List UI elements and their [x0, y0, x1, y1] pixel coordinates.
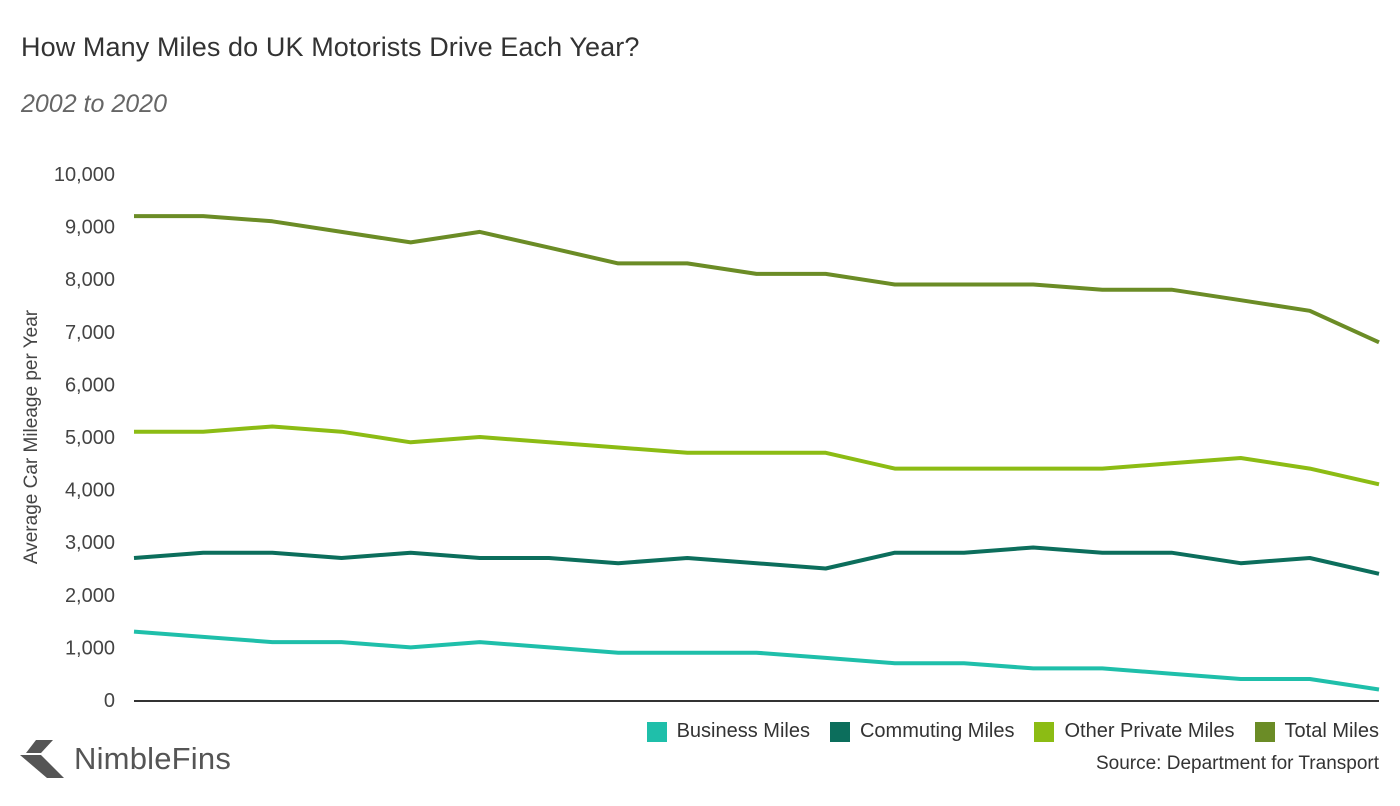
y-tick-label: 0	[104, 690, 115, 712]
legend-swatch-business	[646, 721, 667, 742]
chart-subtitle: 2002 to 2020	[21, 90, 167, 118]
y-tick-label: 9,000	[65, 217, 115, 239]
legend: Business Miles Commuting Miles Other Pri…	[627, 720, 1379, 743]
y-tick-label: 8,000	[65, 269, 115, 291]
chevron-left-logo-icon	[20, 740, 64, 778]
legend-swatch-total	[1254, 721, 1275, 742]
y-tick-label: 7,000	[65, 322, 115, 344]
series-line-business-miles	[133, 629, 1380, 692]
legend-label-business: Business Miles	[676, 720, 810, 742]
y-axis-label: Average Car Mileage per Year	[21, 309, 42, 564]
y-tick-label: 2,000	[65, 585, 115, 607]
legend-item-total[interactable]: Total Miles	[1254, 720, 1379, 743]
series-line-total-miles	[134, 214, 1380, 345]
legend-item-business[interactable]: Business Miles	[646, 720, 810, 743]
y-tick-label: 1,000	[65, 637, 115, 659]
legend-label-commuting: Commuting Miles	[859, 720, 1015, 742]
nimblefins-logo[interactable]: NimbleFins	[20, 740, 231, 778]
series-line-commuting-miles	[133, 545, 1380, 576]
legend-label-other-private: Other Private Miles	[1064, 720, 1235, 742]
legend-item-commuting[interactable]: Commuting Miles	[829, 720, 1015, 743]
legend-swatch-commuting	[829, 721, 850, 742]
chart-title: How Many Miles do UK Motorists Drive Eac…	[21, 32, 640, 62]
source-note: Source: Department for Transport	[1095, 753, 1379, 774]
y-tick-label: 3,000	[65, 532, 115, 554]
logo-text: NimbleFins	[74, 741, 232, 776]
y-tick-label: 6,000	[65, 374, 115, 396]
y-axis-ticks: 0 1,000 2,000 3,000 4,000 5,000 6,000 7,000 8,00…	[54, 164, 115, 712]
series-lines	[133, 214, 1380, 692]
series-line-other-private-miles	[134, 424, 1380, 487]
legend-label-total: Total Miles	[1284, 720, 1379, 742]
y-tick-label: 5,000	[65, 427, 115, 449]
y-tick-label: 4,000	[65, 480, 115, 502]
legend-item-other-private[interactable]: Other Private Miles	[1034, 720, 1235, 743]
legend-swatch-other-private	[1034, 721, 1055, 742]
y-tick-label: 10,000	[54, 164, 115, 186]
